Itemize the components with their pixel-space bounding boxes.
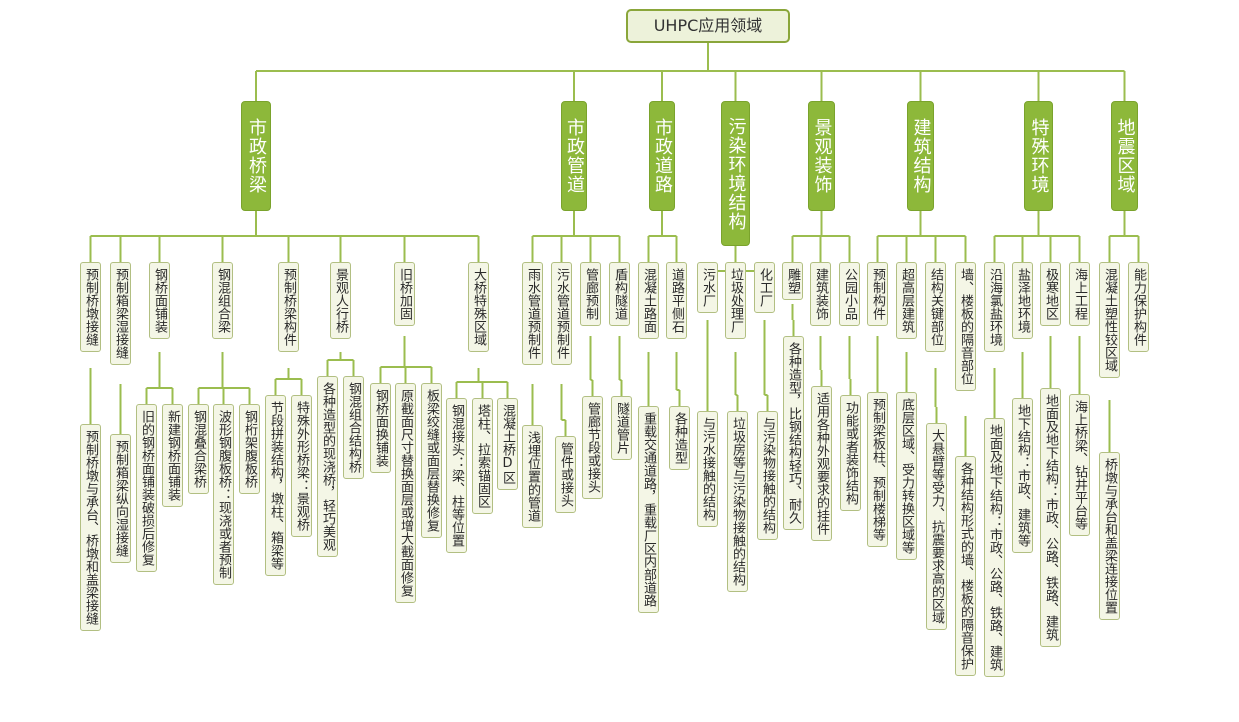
detail-node-0-0-0: 预制桥墩与承台、桥墩和盖梁接缝 [80,424,101,631]
subcategory-node-4-0: 雕塑 [782,262,803,300]
detail-node-1-2-0: 管廊节段或接头 [582,396,603,499]
subcategory-node-5-1: 超高层建筑 [896,262,917,339]
subcategory-node-0-3: 钢混组合梁 [212,262,233,339]
category-node-2: 市政道路 [649,101,675,211]
detail-node-4-2-0: 功能或者装饰结构 [840,395,861,511]
detail-node-6-3-0: 海上桥梁、钻井平台等 [1069,394,1090,536]
subcategory-node-3-1: 垃圾处理厂 [725,262,746,339]
detail-node-2-1-0: 各种造型 [669,406,690,470]
detail-node-5-1-0: 底层区域、受力转换区域等 [896,392,917,560]
subcategory-node-0-4: 预制桥梁构件 [278,262,299,352]
subcategory-node-5-0: 预制构件 [867,262,888,326]
detail-node-0-1-0: 预制箱梁纵向湿接缝 [110,434,131,563]
subcategory-node-5-2: 结构关键部位 [925,262,946,352]
detail-node-4-0-0: 各种造型，比钢结构轻巧、耐久 [783,336,804,530]
category-node-5: 建筑结构 [907,101,934,211]
subcategory-node-1-3: 盾构隧道 [609,262,630,326]
detail-node-4-1-0: 适用各种外观要求的挂件 [811,386,832,541]
detail-node-0-2-0: 旧的钢桥面铺装破损后修复 [136,404,157,572]
subcategory-node-0-5: 景观人行桥 [330,262,351,339]
subcategory-node-3-0: 污水厂 [697,262,718,313]
detail-node-0-4-1: 特殊外形桥梁：景观桥 [291,395,312,537]
subcategory-node-0-7: 大桥特殊区域 [468,262,489,352]
subcategory-node-2-1: 道路平侧石 [666,262,687,339]
subcategory-node-1-2: 管廊预制 [580,262,601,326]
category-node-0: 市政桥梁 [241,101,271,211]
root-node: UHPC应用领域 [626,9,790,43]
detail-node-5-3-0: 各种结构形式的墙、楼板的隔音保护 [955,456,976,676]
subcategory-node-6-3: 海上工程 [1069,262,1090,326]
detail-node-0-6-1: 原截面尺寸替换面层或增大截面修复 [395,383,416,603]
detail-node-0-4-0: 节段拼装结构，墩柱、箱梁等 [265,395,286,576]
detail-node-6-0-0: 地面及地下结构：市政、公路、铁路、建筑 [984,418,1005,677]
category-node-6: 特殊环境 [1024,101,1053,211]
detail-node-0-2-1: 新建钢桥面铺装 [162,404,183,507]
subcategory-node-6-0: 沿海氯盐环境 [984,262,1005,352]
detail-node-3-1-0: 垃圾房等与污染物接触的结构 [727,411,748,592]
subcategory-node-0-2: 钢桥面铺装 [149,262,170,339]
category-node-4: 景观装饰 [808,101,835,211]
detail-node-5-2-0: 大悬臂等受力、抗震要求高的区域 [926,423,947,630]
detail-node-2-0-0: 重载交通道路，重载厂区内部道路 [638,406,659,613]
subcategory-node-1-1: 污水管道预制件 [551,262,572,365]
detail-node-0-7-2: 混凝土桥D区 [497,398,518,490]
detail-node-1-0-0: 浅埋位置的管道 [522,425,543,528]
detail-node-3-2-0: 与污染物接触的结构 [757,411,778,540]
subcategory-node-4-2: 公园小品 [839,262,860,326]
subcategory-node-7-0: 混凝土塑性铰区域 [1099,262,1120,378]
category-node-1: 市政管道 [561,101,587,211]
subcategory-node-7-1: 能力保护构件 [1128,262,1149,352]
detail-node-0-6-0: 钢桥面换铺装 [370,383,391,473]
subcategory-node-0-6: 旧桥加固 [394,262,415,326]
subcategory-node-6-1: 盐泽地环境 [1012,262,1033,339]
subcategory-node-1-0: 雨水管道预制件 [522,262,543,365]
subcategory-node-2-0: 混凝土路面 [638,262,659,339]
detail-node-0-3-0: 钢混叠合梁桥 [188,404,209,494]
subcategory-node-0-1: 预制箱梁湿接缝 [110,262,131,365]
detail-node-0-5-1: 钢混组合结构桥 [343,376,364,479]
detail-node-1-3-0: 隧道管片 [611,396,632,460]
detail-node-0-6-2: 板梁绞缝或面层替换修复 [421,383,442,538]
detail-node-1-1-0: 管件或接头 [555,436,576,513]
detail-node-6-1-0: 地下结构：市政、建筑等 [1012,398,1033,553]
detail-node-5-0-0: 预制梁板柱、预制楼梯等 [867,392,888,547]
subcategory-node-3-2: 化工厂 [754,262,775,313]
subcategory-node-4-1: 建筑装饰 [810,262,831,326]
detail-node-0-7-0: 钢混接头：梁、柱等位置 [446,398,467,553]
detail-node-0-3-1: 波形钢腹板桥：现浇或者预制 [213,404,234,585]
detail-node-3-0-0: 与污水接触的结构 [697,411,718,527]
detail-node-0-5-0: 各种造型的现浇桥，轻巧美观 [317,376,338,557]
subcategory-node-0-0: 预制桥墩接缝 [80,262,101,352]
category-node-3: 污染环境结构 [721,101,750,246]
detail-node-6-2-0: 地面及地下结构：市政、公路、铁路、建筑 [1040,388,1061,647]
subcategory-node-5-3: 墙、楼板的隔音部位 [955,262,976,391]
detail-node-0-3-2: 钢桁架腹板桥 [239,404,260,494]
detail-node-7-0-0: 桥墩与承台和盖梁连接位置 [1099,452,1120,620]
detail-node-0-7-1: 塔柱、拉索锚固区 [472,398,493,514]
category-node-7: 地震区域 [1111,101,1138,211]
subcategory-node-6-2: 极寒地区 [1040,262,1061,326]
